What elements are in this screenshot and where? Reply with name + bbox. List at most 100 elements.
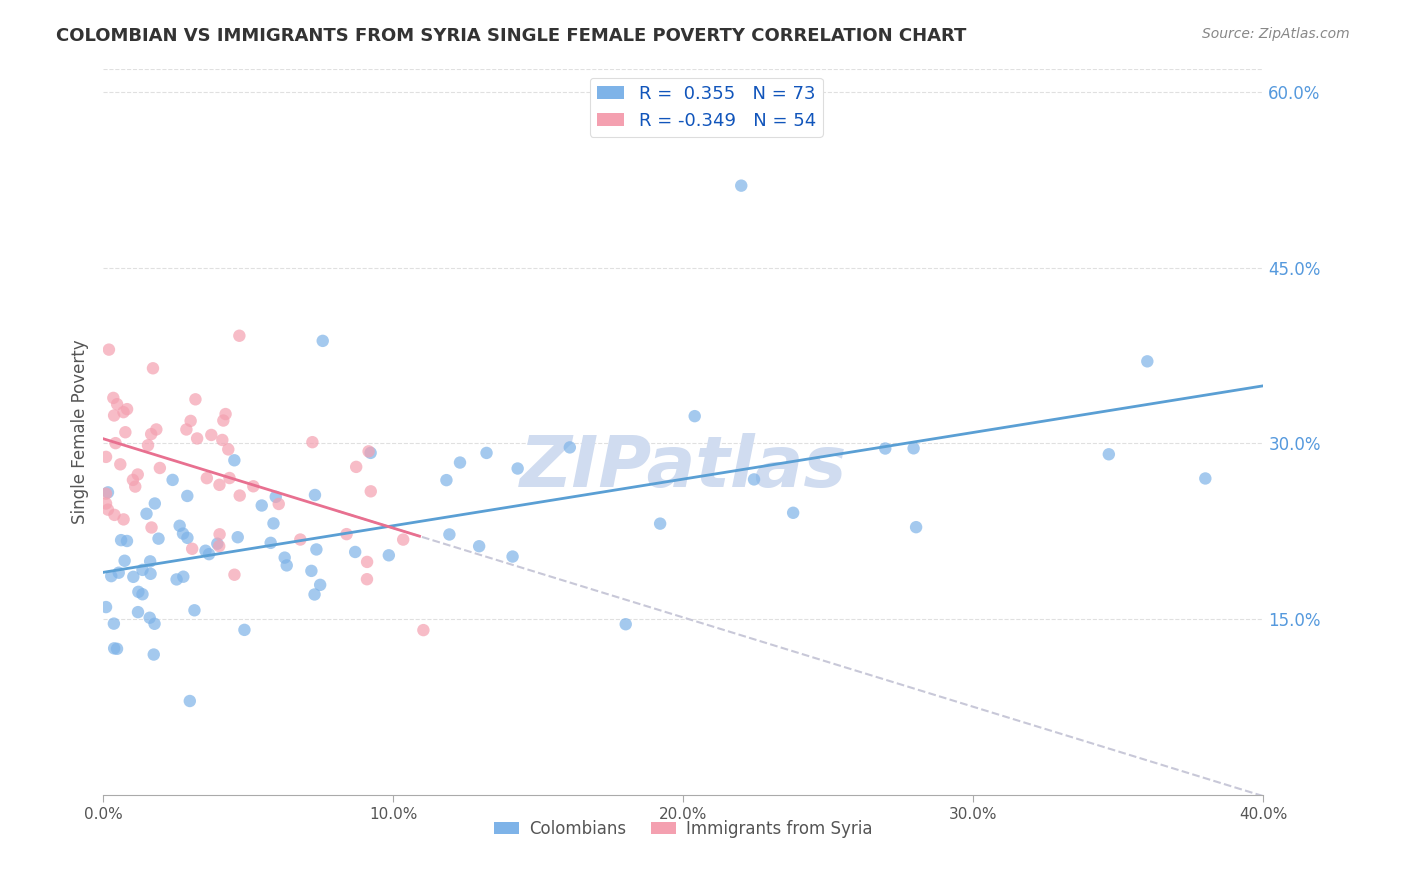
Point [94,450,117,464]
Point [356,572,378,586]
Point [138,611,160,625]
Point [263,516,285,531]
Point [94,600,117,615]
Point [200,428,222,442]
Point [392,533,415,547]
Point [110,458,132,472]
Point [301,435,323,450]
Point [131,587,153,601]
Point [142,648,165,662]
Point [683,409,706,424]
Point [94,486,117,500]
Point [97,502,120,516]
Point [304,587,326,601]
Point [97,343,120,357]
Point [558,441,581,455]
Point [217,442,239,457]
Point [449,456,471,470]
Point [304,488,326,502]
Point [127,585,149,599]
Point [299,564,322,578]
Point [145,422,167,436]
Point [250,499,273,513]
Point [264,490,287,504]
Point [112,512,135,526]
Point [131,563,153,577]
Point [905,520,928,534]
Point [475,446,498,460]
Point [1194,471,1216,485]
Point [260,536,283,550]
Point [107,566,129,580]
Point [105,641,128,656]
Point [1098,447,1121,461]
Point [309,578,332,592]
Point [267,497,290,511]
Point [183,603,205,617]
Point [112,405,135,419]
Point [650,516,672,531]
Point [195,471,218,485]
Point [103,391,125,405]
Point [105,397,128,411]
Point [115,402,138,417]
Point [1136,354,1159,368]
Point [124,479,146,493]
Point [468,539,491,553]
Point [356,555,378,569]
Point [614,617,637,632]
Point [180,414,202,428]
Point [218,471,240,485]
Point [186,432,208,446]
Point [166,573,188,587]
Point [103,409,125,423]
Point [100,569,122,583]
Point [198,547,221,561]
Point [344,545,367,559]
Point [127,605,149,619]
Point [114,554,136,568]
Point [143,616,166,631]
Point [103,508,125,522]
Point [378,549,401,563]
Text: Source: ZipAtlas.com: Source: ZipAtlas.com [1202,27,1350,41]
Point [176,422,198,436]
Point [212,413,235,427]
Point [242,479,264,493]
Point [135,507,157,521]
Point [104,436,127,450]
Point [122,570,145,584]
Point [103,641,125,656]
Point [114,425,136,440]
Point [172,570,194,584]
Point [179,694,201,708]
Point [228,489,250,503]
Point [176,489,198,503]
Text: ZIPatlas: ZIPatlas [520,434,846,502]
Point [875,442,897,456]
Point [181,541,204,556]
Point [290,533,312,547]
Point [224,567,246,582]
Point [742,472,765,486]
Point [439,527,461,541]
Point [730,178,752,193]
Point [172,526,194,541]
Point [903,442,925,456]
Point [103,616,125,631]
Point [502,549,524,564]
Point [142,361,165,376]
Point [110,533,132,548]
Point [136,438,159,452]
Point [228,328,250,343]
Point [184,392,207,407]
Point [312,334,335,348]
Point [162,473,184,487]
Point [139,566,162,581]
Point [233,623,256,637]
Point [224,453,246,467]
Point [169,518,191,533]
Point [115,533,138,548]
Point [336,527,359,541]
Point [305,542,328,557]
